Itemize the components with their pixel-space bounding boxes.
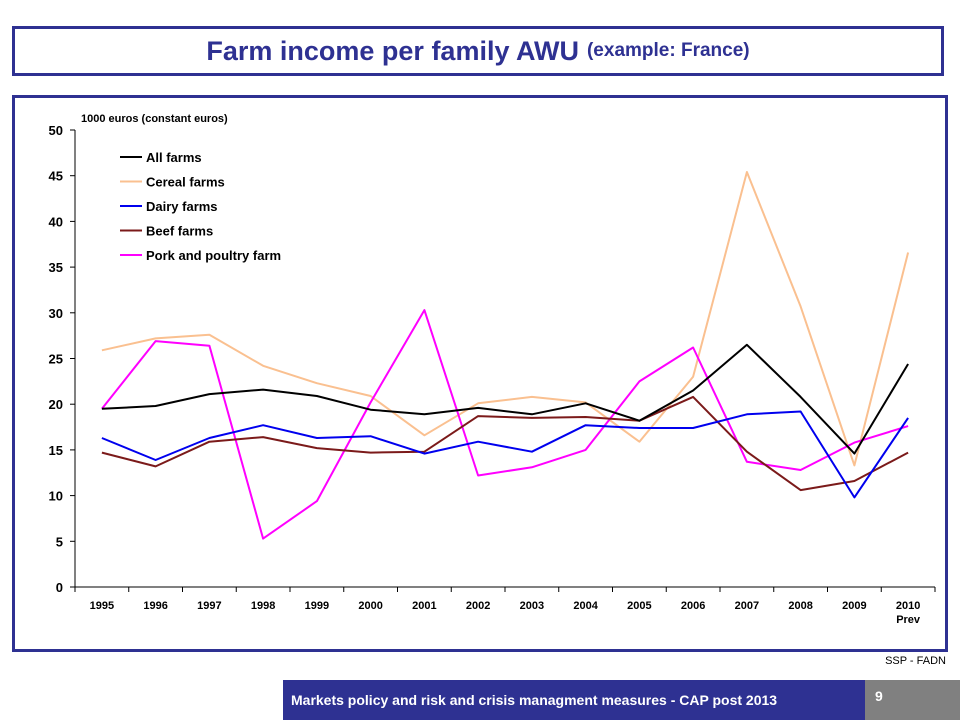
x-tick-label: 1999: [305, 600, 329, 612]
y-tick-label: 30: [49, 306, 63, 321]
line-chart: 1000 euros (constant euros) 0 5 10 15 20 25 30…: [49, 113, 936, 626]
footer-bar: Markets policy and risk and crisis manag…: [283, 680, 865, 720]
page-title: Farm income per family AWU: [206, 35, 579, 66]
page-number: 9: [875, 688, 883, 704]
footer-text: Markets policy and risk and crisis manag…: [291, 692, 778, 708]
x-tick-label: 2003: [520, 600, 544, 612]
x-tick-label: 2008: [788, 600, 812, 612]
x-tick-label: 1996: [143, 600, 167, 612]
y-tick-label: 40: [49, 214, 63, 229]
legend-label: All farms: [146, 150, 202, 165]
y-tick-label: 0: [56, 580, 63, 595]
legend-label: Pork and poultry farm: [146, 248, 281, 263]
legend-label: Beef farms: [146, 224, 213, 239]
x-tick-label: 2009: [842, 600, 866, 612]
series-line-all-farms: [101, 343, 909, 455]
series-line-beef-farms: [101, 395, 909, 492]
page-number-box: 9: [865, 680, 960, 720]
series-line-dairy-farms: [101, 410, 909, 499]
x-tick-label: 2006: [681, 600, 705, 612]
x-tick-label: 1997: [197, 600, 221, 612]
y-axis-label: 1000 euros (constant euros): [81, 113, 228, 125]
x-tick-label: 2005: [627, 600, 651, 612]
legend-label: Cereal farms: [146, 175, 225, 190]
title-box: Farm income per family AWU (example: Fra…: [12, 26, 944, 76]
page-subtitle: (example: France): [586, 40, 750, 61]
x-tick-label: 1998: [251, 600, 275, 612]
y-tick-label: 35: [49, 260, 63, 275]
x-tick-label: 2000: [358, 600, 382, 612]
series-line-cereal-farms: [101, 171, 910, 467]
x-tick-sublabel: Prev: [896, 614, 921, 626]
x-tick-label: 2001: [412, 600, 436, 612]
x-tick-label: 2007: [735, 600, 759, 612]
y-tick-label: 10: [49, 489, 63, 504]
x-tick-label: 2010: [896, 600, 920, 612]
series-line-pork-and-poultry-farm: [101, 309, 909, 540]
x-tick-label: 2004: [573, 600, 598, 612]
y-tick-label: 15: [49, 443, 63, 458]
x-tick-label: 2002: [466, 600, 490, 612]
legend-label: Dairy farms: [146, 199, 218, 214]
y-tick-label: 45: [49, 169, 63, 184]
source-label: SSP - FADN: [885, 655, 946, 667]
y-tick-label: 5: [56, 534, 63, 549]
y-tick-label: 25: [49, 352, 63, 367]
x-tick-label: 1995: [90, 600, 114, 612]
y-tick-label: 50: [49, 123, 63, 138]
y-tick-label: 20: [49, 397, 63, 412]
chart-box: 1000 euros (constant euros) 0 5 10 15 20 25 30…: [12, 95, 948, 652]
